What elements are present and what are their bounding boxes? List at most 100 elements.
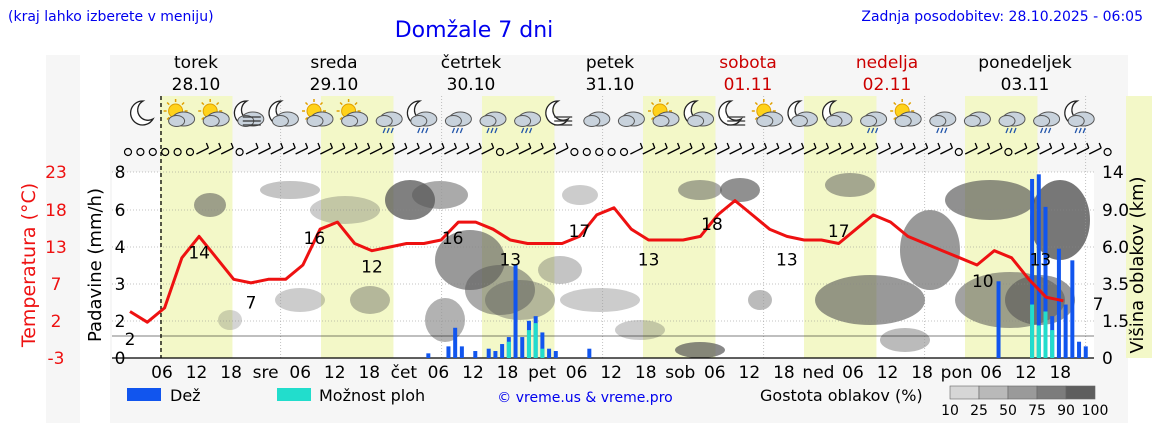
wind-barb-icon bbox=[840, 147, 854, 155]
x-tick-label: 18 bbox=[911, 363, 933, 383]
day-name-5: nedelja bbox=[856, 53, 918, 73]
x-tick-label: pet bbox=[528, 363, 556, 383]
page-title: Domžale 7 dni bbox=[395, 18, 554, 43]
cloud-mass bbox=[425, 298, 465, 342]
wind-barb-icon bbox=[431, 147, 445, 155]
wind-barb-icon bbox=[1036, 142, 1040, 149]
wind-barb-icon bbox=[816, 147, 829, 155]
density-tick: 10 bbox=[941, 403, 959, 419]
wind-calm-icon bbox=[173, 147, 182, 157]
wind-barb-icon bbox=[1024, 142, 1028, 149]
cloud-height-tick: 0 bbox=[1102, 349, 1113, 369]
moon-cloud-icon bbox=[787, 100, 818, 127]
temperature-axis-label: Temperatura (°C) bbox=[18, 183, 40, 348]
wind-barb-icon bbox=[924, 142, 929, 149]
wind-barb-icon bbox=[763, 142, 768, 149]
day-date-4: 01.11 bbox=[724, 75, 773, 95]
temperature-label: 13 bbox=[776, 251, 798, 271]
wind-barb-icon bbox=[419, 147, 432, 155]
wind-barb-icon bbox=[295, 147, 308, 155]
menu-hint: (kraj lahko izberete v meniju) bbox=[8, 9, 214, 25]
wind-barb-icon bbox=[478, 142, 482, 149]
cloud-icon bbox=[583, 111, 611, 127]
wind-barb-icon bbox=[890, 147, 904, 155]
rain-bar bbox=[1056, 248, 1061, 358]
precip-tick: 6 bbox=[115, 201, 126, 221]
wind-barb-icon bbox=[205, 142, 210, 149]
x-tick-label: 12 bbox=[600, 363, 622, 383]
wind-barb-icon bbox=[900, 142, 904, 149]
shower-bar bbox=[506, 341, 511, 358]
wind-barb-icon bbox=[927, 147, 941, 155]
cloud-mass bbox=[560, 288, 640, 312]
rain-bar bbox=[459, 346, 464, 358]
wind-calm-icon bbox=[495, 147, 505, 157]
wind-barb-icon bbox=[342, 142, 346, 149]
wind-barb-icon bbox=[255, 142, 259, 149]
wind-barb-icon bbox=[999, 142, 1003, 149]
density-legend-label: Gostota oblakov (%) bbox=[760, 386, 923, 405]
wind-barb-icon bbox=[639, 142, 644, 149]
cloud-height-axis-label: Višina oblakov (km) bbox=[1127, 176, 1148, 353]
wind-barb-icon bbox=[543, 147, 556, 155]
temperature-labels: 14 7 16 12 16 13 17 13 18 13 17 10 13 2 7 bbox=[125, 215, 1104, 350]
wind-barb-icon bbox=[1073, 142, 1078, 149]
rain-legend-swatch bbox=[127, 388, 161, 401]
day-name-1: sreda bbox=[310, 53, 357, 73]
x-tick-label: 18 bbox=[773, 363, 795, 383]
wind-barb-icon bbox=[642, 147, 656, 155]
wind-barb-icon bbox=[332, 147, 346, 155]
precip-tick: 8 bbox=[115, 163, 126, 183]
wind-barb-icon bbox=[701, 142, 706, 149]
wind-barb-icon bbox=[1061, 142, 1065, 149]
cloud-mass bbox=[815, 275, 925, 325]
wind-barb-icon bbox=[267, 142, 272, 149]
wind-barb-icon bbox=[949, 142, 954, 149]
shower-bar bbox=[533, 323, 538, 358]
rain-bar bbox=[1070, 260, 1075, 358]
daylight-band bbox=[643, 96, 716, 358]
temperature-tick: 2 bbox=[51, 312, 62, 332]
wind-calm-icon bbox=[235, 147, 244, 157]
wind-barb-icon bbox=[974, 142, 978, 149]
weather-icon-row bbox=[129, 99, 1095, 134]
density-tick: 25 bbox=[970, 403, 988, 419]
wind-barb-icon bbox=[986, 142, 991, 149]
wind-barb-icon bbox=[828, 147, 842, 155]
cloud-rain-icon bbox=[860, 111, 888, 134]
x-tick-label: sre bbox=[253, 363, 279, 383]
cloud-mass bbox=[194, 193, 226, 217]
shower-bar bbox=[526, 330, 531, 358]
precip-axis-label: Padavine (mm/h) bbox=[85, 188, 106, 342]
cloud-mass bbox=[412, 181, 468, 209]
wind-barb-icon bbox=[555, 147, 569, 155]
wind-barb-icon bbox=[766, 147, 780, 155]
moon-cloud-rain-icon bbox=[406, 100, 438, 134]
wind-calm-icon bbox=[123, 147, 133, 157]
moon-cloud-fog-icon bbox=[233, 100, 265, 127]
wind-barb-icon bbox=[865, 147, 879, 155]
density-swatch bbox=[1065, 385, 1096, 400]
wind-barb-icon bbox=[862, 142, 867, 149]
day-date-2: 30.10 bbox=[447, 75, 496, 95]
temperature-label: 7 bbox=[1093, 295, 1104, 315]
cloud-mass bbox=[748, 290, 772, 310]
temperature-label: 16 bbox=[442, 229, 464, 249]
wind-barb-icon bbox=[304, 142, 309, 149]
temperature-label: 2 bbox=[125, 330, 136, 350]
cloud-rain-icon bbox=[514, 111, 542, 134]
cloud-rain-icon bbox=[929, 111, 957, 134]
cloud-mass bbox=[538, 256, 582, 284]
wind-barb-icon bbox=[850, 142, 854, 149]
wind-barb-icon bbox=[292, 142, 296, 149]
rain-bar bbox=[426, 353, 431, 358]
rain-bar bbox=[996, 281, 1001, 358]
shower-legend-label: Možnost ploh bbox=[319, 386, 425, 405]
x-tick-label: 12 bbox=[739, 363, 761, 383]
precip-tick: 4 bbox=[115, 238, 126, 258]
cloud-mass bbox=[310, 196, 380, 224]
x-tick-label: 12 bbox=[186, 363, 208, 383]
wind-barb-icon bbox=[1048, 142, 1053, 149]
wind-barb-icon bbox=[1051, 147, 1065, 155]
